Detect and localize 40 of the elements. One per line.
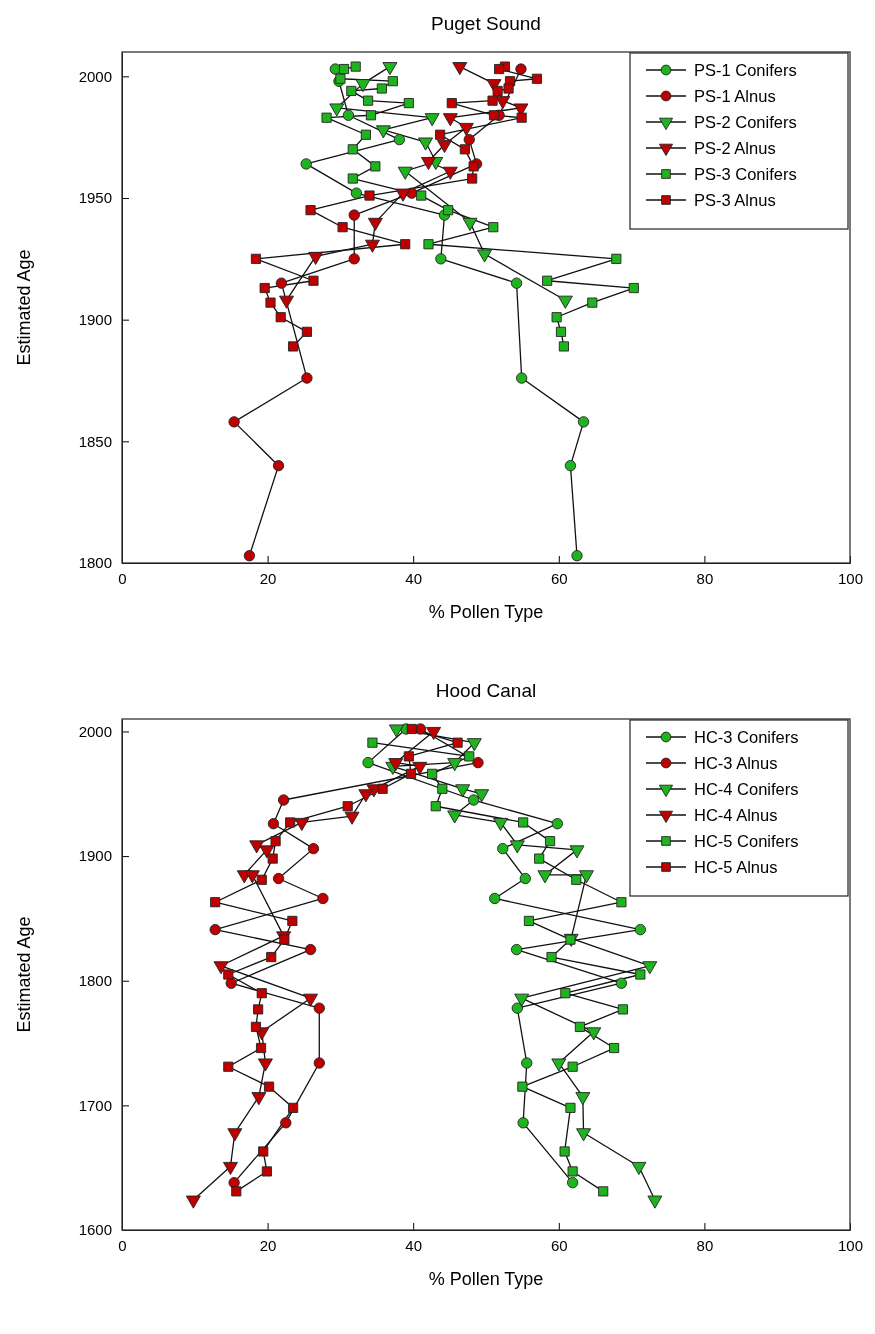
x-tick-label: 40 bbox=[405, 1236, 423, 1254]
x-tick-label: 20 bbox=[259, 569, 277, 587]
legend-label: PS-2 Conifers bbox=[694, 113, 797, 131]
y-tick-label: 2000 bbox=[78, 722, 112, 740]
y-tick-label: 1700 bbox=[78, 1096, 112, 1114]
x-tick-label: 80 bbox=[696, 1236, 714, 1254]
legend-label: HC-3 Alnus bbox=[694, 754, 778, 772]
y-axis-title: Estimated Age bbox=[14, 249, 34, 366]
y-tick-label: 1950 bbox=[78, 189, 112, 207]
y-tick-label: 1800 bbox=[78, 554, 112, 572]
x-tick-label: 60 bbox=[550, 569, 568, 587]
y-tick-label: 1800 bbox=[78, 972, 112, 990]
legend-label: PS-2 Alnus bbox=[694, 139, 776, 157]
legend-label: PS-1 Conifers bbox=[694, 61, 797, 79]
y-tick-label: 1850 bbox=[78, 432, 112, 450]
x-tick-label: 100 bbox=[837, 1236, 864, 1254]
chart-title: Puget Sound bbox=[431, 13, 541, 34]
legend-label: HC-5 Conifers bbox=[694, 832, 799, 850]
x-tick-label: 0 bbox=[118, 1236, 127, 1254]
legend-label: PS-1 Alnus bbox=[694, 87, 776, 105]
legend-label: HC-5 Alnus bbox=[694, 858, 778, 876]
legend-label: HC-4 Alnus bbox=[694, 806, 778, 824]
legend-label: PS-3 Alnus bbox=[694, 191, 776, 209]
x-tick-label: 0 bbox=[118, 569, 127, 587]
x-tick-label: 40 bbox=[405, 569, 423, 587]
x-tick-label: 80 bbox=[696, 569, 714, 587]
y-axis-title: Estimated Age bbox=[14, 916, 34, 1033]
y-tick-label: 2000 bbox=[78, 67, 112, 85]
y-tick-label: 1900 bbox=[78, 310, 112, 328]
x-axis-title: % Pollen Type bbox=[428, 602, 544, 622]
y-tick-label: 1600 bbox=[78, 1221, 112, 1239]
y-tick-label: 1900 bbox=[78, 847, 112, 865]
x-tick-label: 20 bbox=[259, 1236, 277, 1254]
x-tick-label: 100 bbox=[837, 569, 864, 587]
chart-title: Hood Canal bbox=[435, 680, 537, 701]
legend-label: PS-3 Conifers bbox=[694, 165, 797, 183]
legend-label: HC-3 Conifers bbox=[694, 728, 799, 746]
legend-label: HC-4 Conifers bbox=[694, 780, 799, 798]
x-tick-label: 60 bbox=[550, 1236, 568, 1254]
x-axis-title: % Pollen Type bbox=[428, 1269, 544, 1289]
